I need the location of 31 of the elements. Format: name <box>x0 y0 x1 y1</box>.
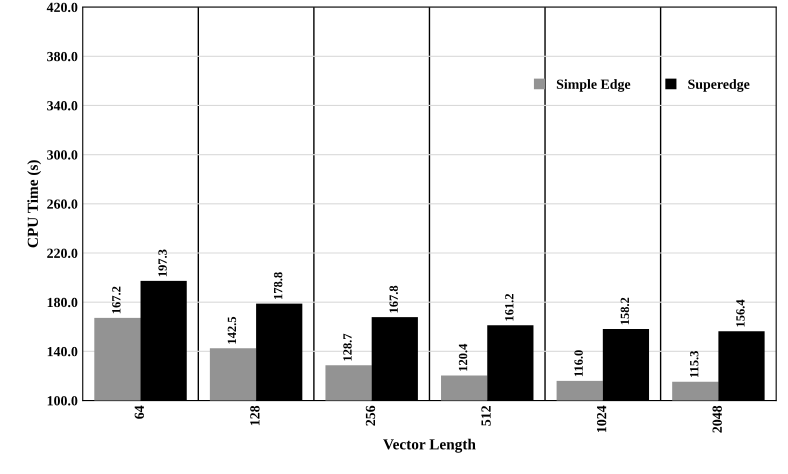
y-tick-label: 220.0 <box>47 248 78 258</box>
x-tick-label: 64 <box>134 406 144 419</box>
x-axis-title: Vector Length <box>383 438 476 453</box>
data-label: 161.2 <box>505 294 514 321</box>
y-tick-label: 300.0 <box>47 150 78 160</box>
x-tick-label: 256 <box>366 406 376 426</box>
y-tick-label: 140.0 <box>48 346 78 356</box>
x-tick-label: 128 <box>250 406 260 426</box>
y-tick-label: 380.0 <box>47 52 78 62</box>
data-label: 128.7 <box>343 334 352 361</box>
data-label: 167.2 <box>112 286 121 314</box>
x-tick-label: 2048 <box>712 406 722 433</box>
y-tick-label: 420.0 <box>46 2 78 12</box>
data-label: 158.2 <box>620 298 630 324</box>
data-label: 120.4 <box>458 344 468 371</box>
legend-label: Superedge <box>688 79 750 92</box>
data-label: 116.0 <box>574 350 583 376</box>
data-label: 156.4 <box>736 300 745 326</box>
x-tick-label: 512 <box>481 406 491 426</box>
data-label: 197.3 <box>158 250 167 276</box>
y-tick-label: 340.0 <box>47 101 78 110</box>
x-tick-label: 1024 <box>596 406 606 432</box>
data-label: 142.5 <box>228 316 236 344</box>
y-tick-label: 260.0 <box>47 199 78 209</box>
y-tick-label: 100.0 <box>48 396 78 406</box>
data-label: 178.8 <box>274 272 282 299</box>
data-label: 115.3 <box>690 351 698 378</box>
y-tick-label: 180.0 <box>48 298 78 308</box>
legend-label: Simple Edge <box>556 79 630 92</box>
data-label: 167.8 <box>389 286 398 312</box>
y-axis-title: CPU Time (s) <box>27 160 42 248</box>
